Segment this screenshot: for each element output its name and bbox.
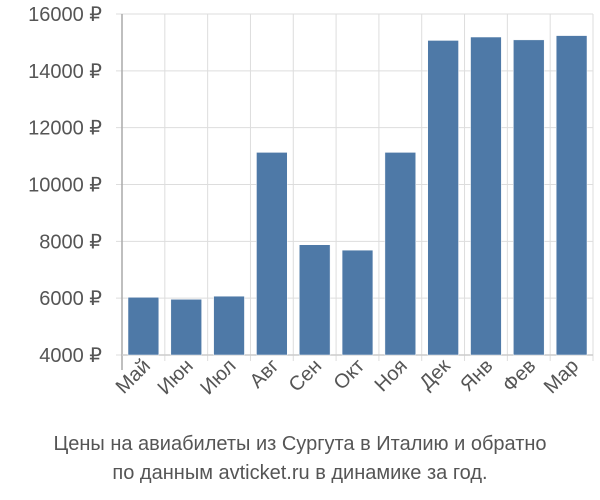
x-tick-label: Июл (196, 355, 240, 399)
bar-Фев (513, 39, 545, 356)
bar-Май (127, 297, 160, 356)
bar-Окт (341, 249, 374, 356)
chart-title-line2: по данным avticket.ru в динамике за год. (112, 462, 488, 484)
x-tick-label: Авг (246, 355, 284, 393)
bar-Мар (555, 35, 588, 356)
y-tick-label: 10000 ₽ (28, 175, 102, 197)
y-tick-label: 6000 ₽ (39, 288, 102, 310)
bar-Янв (470, 36, 502, 356)
bar-Июл (213, 295, 245, 356)
chart-title: Цены на авиабилеты из Сургута в Италию и… (0, 430, 600, 488)
bar-Авг (256, 152, 288, 356)
y-tick-label: 14000 ₽ (28, 61, 102, 83)
x-tick-label: Окт (330, 355, 369, 394)
y-tick-label: 4000 ₽ (39, 345, 102, 367)
bar-Сен (299, 244, 331, 356)
y-tick-label: 12000 ₽ (28, 118, 102, 140)
x-tick-label: Сен (285, 355, 326, 396)
x-tick-label: Май (112, 355, 155, 398)
chart-title-line1: Цены на авиабилеты из Сургута в Италию и… (53, 433, 547, 455)
y-tick-label: 16000 ₽ (28, 4, 102, 26)
x-tick-label: Ноя (371, 355, 412, 396)
bar-Июн (170, 299, 202, 356)
x-tick-label: Июн (154, 355, 198, 399)
bar-Ноя (384, 152, 416, 356)
x-tick-label: Мар (540, 355, 583, 398)
x-tick-label: Янв (456, 355, 497, 396)
x-tick-label: Фев (499, 355, 541, 397)
y-tick-label: 8000 ₽ (39, 231, 102, 253)
bar-Дек (427, 40, 459, 356)
